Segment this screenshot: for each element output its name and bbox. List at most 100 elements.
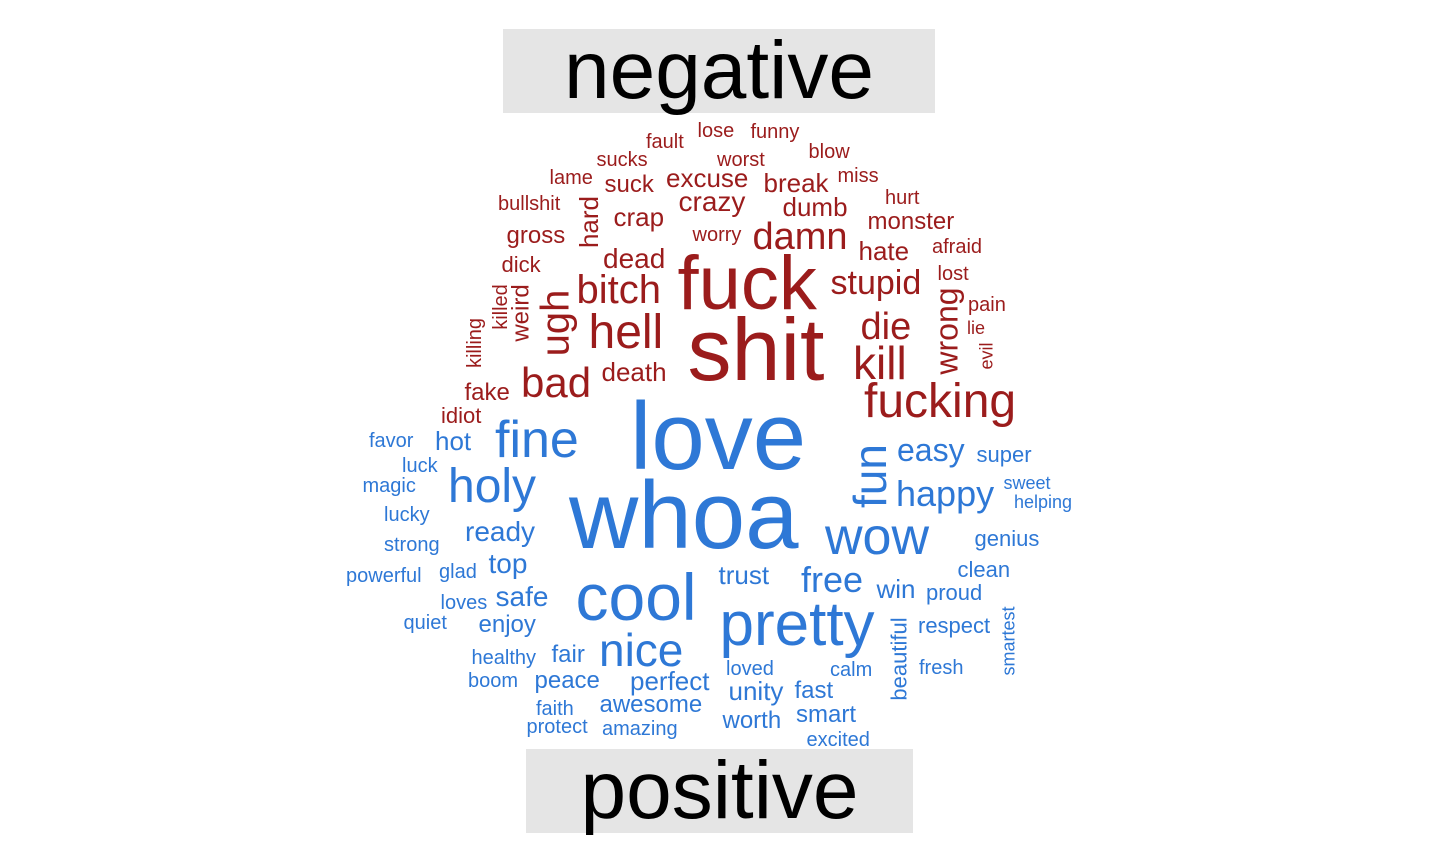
word-trust: trust: [718, 560, 770, 590]
word-clean: clean: [957, 557, 1011, 582]
word-idiot: idiot: [441, 403, 482, 428]
word-ugh: ugh: [532, 289, 577, 357]
word-lucky: lucky: [384, 504, 430, 526]
word-shit: shit: [687, 300, 825, 399]
word-hard: hard: [574, 195, 605, 249]
word-sucks: sucks: [596, 149, 648, 171]
word-powerful: powerful: [346, 565, 422, 587]
word-dick: dick: [501, 252, 541, 277]
word-evil: evil: [976, 342, 997, 370]
word-enjoy: enjoy: [478, 611, 536, 638]
word-amazing: amazing: [602, 718, 678, 740]
word-blow: blow: [808, 141, 850, 163]
word-hurt: hurt: [885, 187, 920, 209]
word-fault: fault: [646, 131, 684, 153]
word-healthy: healthy: [471, 647, 537, 669]
word-free: free: [801, 559, 864, 600]
word-miss: miss: [837, 165, 879, 187]
word-hot: hot: [435, 426, 472, 456]
word-fuck: fuck: [677, 241, 817, 326]
word-crazy: crazy: [678, 186, 746, 217]
group-label-negative: negative: [503, 29, 935, 113]
word-wow: wow: [825, 508, 930, 566]
word-lose: lose: [697, 120, 735, 142]
word-awesome: awesome: [599, 691, 703, 718]
word-bullshit: bullshit: [498, 193, 561, 215]
word-super: super: [976, 442, 1032, 467]
word-crap: crap: [613, 202, 665, 232]
word-killed: killed: [489, 284, 512, 330]
word-loved: loved: [726, 658, 774, 680]
word-gross: gross: [506, 222, 566, 249]
word-quiet: quiet: [403, 612, 447, 634]
word-perfect: perfect: [630, 666, 710, 696]
word-happy: happy: [896, 473, 995, 514]
word-fun: fun: [843, 444, 896, 508]
word-loves: loves: [440, 592, 488, 614]
word-unity: unity: [728, 676, 784, 706]
word-stupid: stupid: [830, 264, 922, 302]
word-killing: killing: [464, 317, 487, 369]
word-bad: bad: [521, 359, 592, 406]
word-excited: excited: [806, 729, 870, 751]
word-ready: ready: [465, 516, 536, 547]
word-boom: boom: [468, 670, 519, 692]
word-helping: helping: [1014, 492, 1073, 512]
word-lame: lame: [549, 167, 593, 189]
word-whoa: whoa: [569, 462, 799, 569]
word-afraid: afraid: [932, 236, 983, 258]
word-funny: funny: [750, 121, 800, 143]
word-cool: cool: [575, 560, 697, 634]
word-pretty: pretty: [719, 590, 875, 659]
word-bitch: bitch: [576, 268, 662, 312]
word-favor: favor: [369, 430, 414, 452]
word-fucking: fucking: [864, 375, 1017, 428]
word-respect: respect: [918, 613, 991, 638]
word-weird: weird: [507, 284, 535, 342]
word-worry: worry: [692, 224, 742, 246]
word-monster: monster: [867, 208, 955, 235]
word-kill: kill: [853, 337, 907, 389]
word-holy: holy: [448, 460, 537, 513]
word-smart: smart: [796, 701, 856, 728]
word-glad: glad: [439, 561, 477, 583]
word-calm: calm: [830, 659, 873, 681]
word-fair: fair: [551, 641, 585, 668]
word-lie: lie: [967, 318, 986, 338]
word-fine: fine: [495, 411, 579, 469]
word-die: die: [860, 306, 912, 348]
word-safe: safe: [495, 581, 549, 612]
word-nice: nice: [599, 624, 684, 676]
word-easy: easy: [897, 432, 965, 468]
word-fast: fast: [794, 677, 834, 704]
word-damn: damn: [752, 216, 848, 258]
word-worst: worst: [717, 149, 765, 171]
word-lost: lost: [937, 263, 969, 285]
word-peace: peace: [534, 667, 600, 694]
word-sweet: sweet: [1003, 473, 1051, 493]
word-win: win: [876, 574, 916, 604]
word-hate: hate: [858, 236, 910, 266]
word-faith: faith: [536, 698, 574, 720]
word-beautiful: beautiful: [886, 617, 912, 701]
word-smartest: smartest: [998, 606, 1019, 676]
word-break: break: [763, 168, 829, 198]
word-proud: proud: [926, 580, 983, 605]
word-protect: protect: [526, 716, 588, 738]
word-fresh: fresh: [919, 657, 964, 679]
word-pain: pain: [968, 294, 1006, 316]
word-worth: worth: [722, 707, 782, 734]
word-wrong: wrong: [928, 287, 965, 375]
word-dumb: dumb: [782, 192, 848, 222]
word-magic: magic: [362, 475, 416, 497]
word-hell: hell: [588, 306, 664, 359]
word-top: top: [488, 548, 528, 579]
word-love: love: [630, 383, 807, 490]
word-suck: suck: [604, 171, 654, 198]
word-death: death: [601, 357, 667, 387]
word-strong: strong: [384, 534, 440, 556]
group-label-positive: positive: [526, 749, 913, 833]
word-fake: fake: [464, 379, 510, 406]
word-luck: luck: [402, 455, 438, 477]
